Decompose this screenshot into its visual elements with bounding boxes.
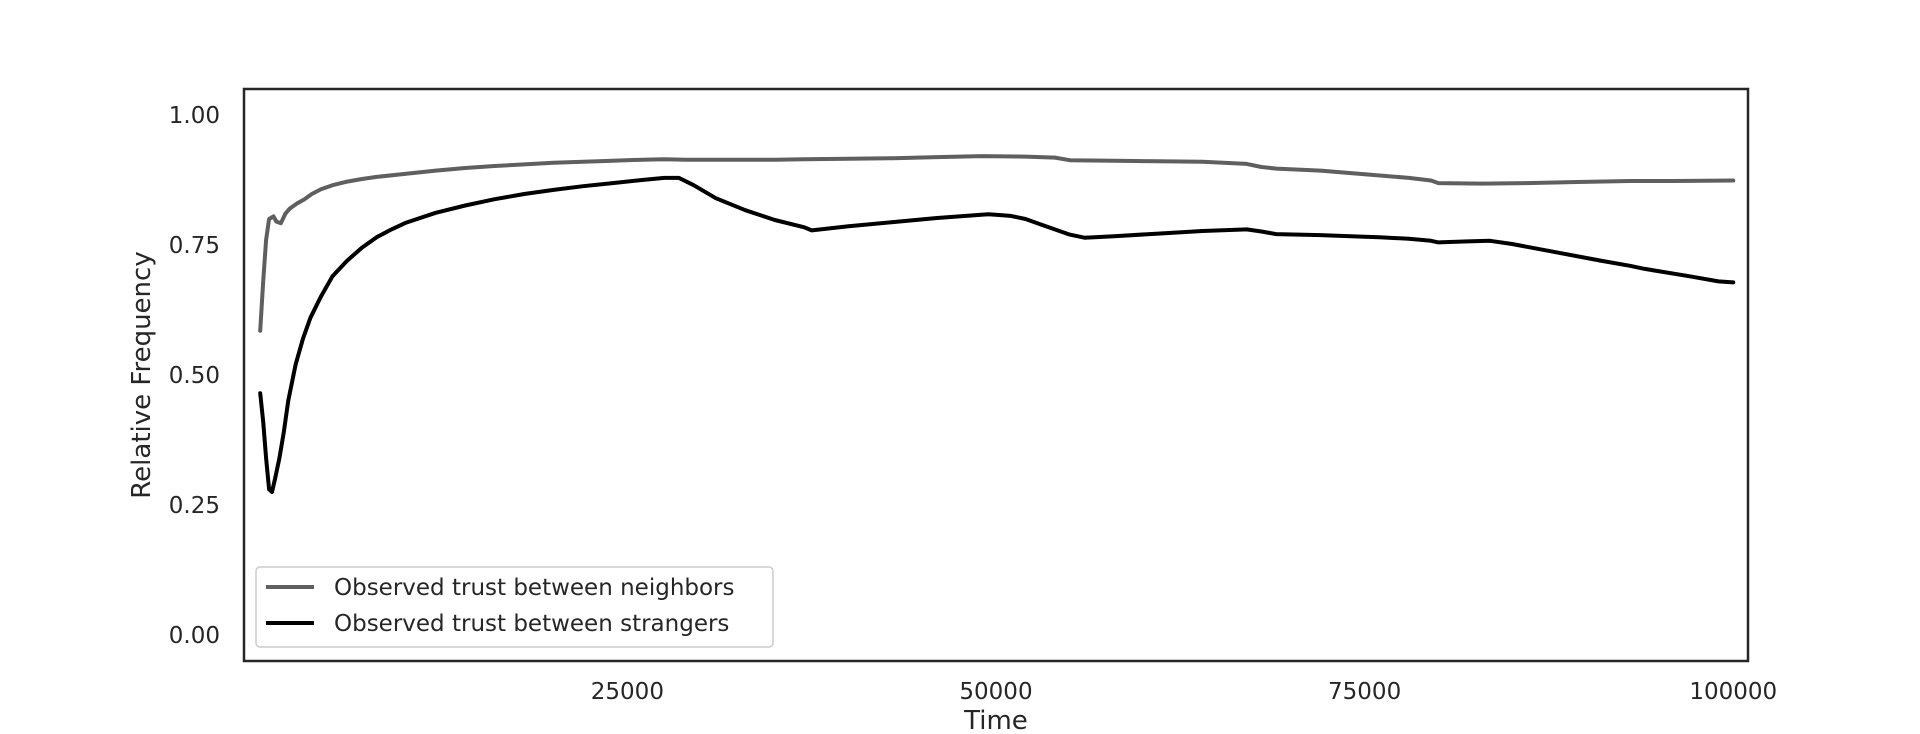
x-tick-label: 25000	[591, 679, 664, 705]
legend-label-1: Observed trust between neighbors	[334, 575, 735, 601]
legend-label-2: Observed trust between strangers	[334, 611, 729, 637]
y-axis-label: Relative Frequency	[127, 251, 157, 498]
x-tick-label: 50000	[959, 679, 1032, 705]
y-tick-label: 0.00	[169, 623, 220, 649]
x-tick-label: 100000	[1689, 679, 1777, 705]
y-tick-label: 0.75	[169, 233, 220, 259]
legend-box	[255, 566, 774, 648]
y-tick-label: 0.25	[169, 493, 220, 519]
series-line-1	[258, 154, 1736, 333]
x-tick-label: 75000	[1328, 679, 1401, 705]
series-line-2	[258, 175, 1736, 494]
plot-frame	[242, 87, 1750, 663]
y-tick-label: 1.00	[169, 103, 220, 129]
y-tick-label: 0.50	[169, 363, 220, 389]
x-axis-label: Time	[963, 706, 1028, 734]
